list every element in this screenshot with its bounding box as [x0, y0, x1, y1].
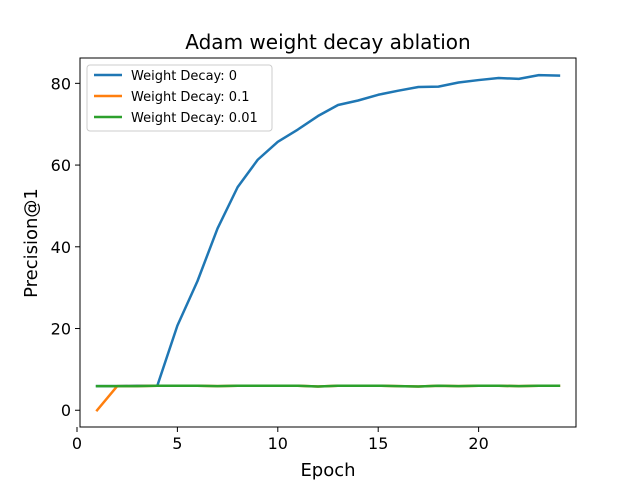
- x-tick-label: 5: [172, 434, 182, 453]
- x-tick-label: 10: [268, 434, 288, 453]
- chart-title: Adam weight decay ablation: [185, 30, 470, 54]
- plot-frame: [79, 57, 577, 428]
- y-tick-label: 40: [51, 238, 71, 257]
- series-line-2: [95, 384, 561, 388]
- y-axis: 0 20 40 60 80: [51, 74, 80, 420]
- legend-box: [86, 64, 273, 132]
- legend-label: Weight Decay: 0.01: [131, 111, 258, 126]
- x-axis-label: Epoch: [300, 460, 355, 480]
- y-tick-label: 0: [61, 401, 71, 420]
- legend-label: Weight Decay: 0.1: [131, 90, 249, 105]
- legend: Weight Decay: 0 Weight Decay: 0.1 Weight D…: [86, 64, 273, 132]
- y-tick-label: 60: [51, 156, 71, 175]
- x-axis: 0 5 10 15 20: [72, 427, 489, 453]
- y-tick-label: 80: [51, 74, 71, 93]
- y-axis-label: Precision@1: [21, 188, 42, 298]
- x-tick-label: 20: [468, 434, 488, 453]
- x-tick-label: 15: [368, 434, 388, 453]
- legend-label: Weight Decay: 0: [131, 69, 237, 84]
- series-line-1: [95, 384, 561, 413]
- y-tick-label: 20: [51, 320, 71, 339]
- series-line-0: [95, 73, 561, 388]
- series-layer: [95, 73, 561, 413]
- x-tick-label: 0: [72, 434, 82, 453]
